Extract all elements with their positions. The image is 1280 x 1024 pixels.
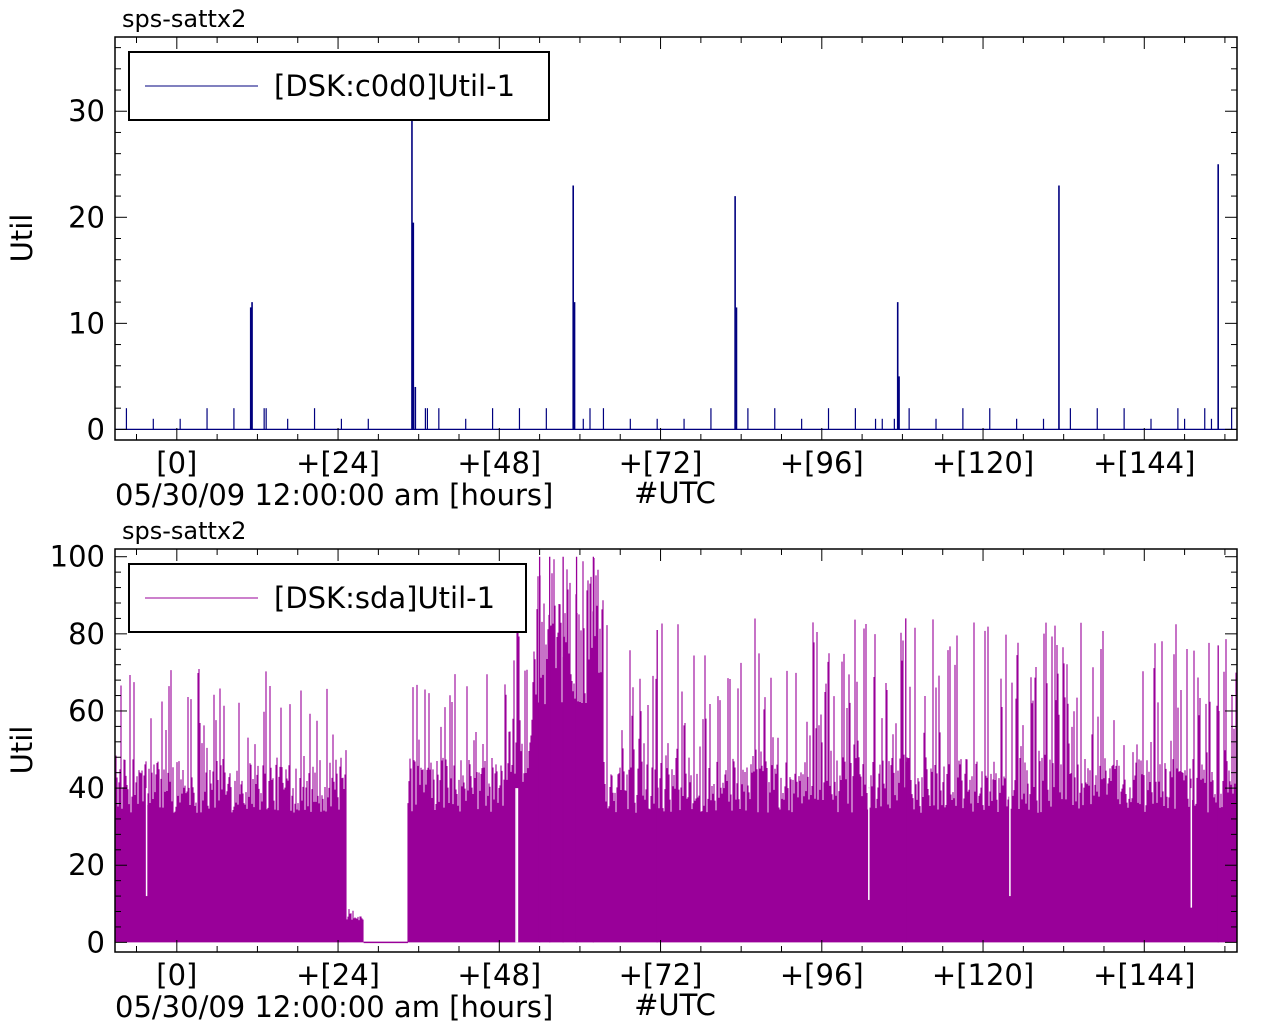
y-tick-label: 100 — [50, 540, 105, 574]
x-tick-label: [0] — [156, 446, 197, 480]
x-tick-label: +[24] — [296, 958, 380, 992]
chart-svg-top: sps-sattx2 [0] +[24] +[48] +[72] +[96] +[120] +… — [5, 5, 1238, 512]
plot-frame — [114, 548, 1238, 953]
x-tick-label: +[24] — [296, 446, 380, 480]
x-tick-label: +[144] — [1093, 958, 1195, 992]
x-axis-timezone-label: #UTC — [634, 988, 716, 1022]
series-c0d0 — [115, 111, 1237, 430]
x-tick-label: +[72] — [619, 446, 703, 480]
x-tick-label: +[120] — [932, 958, 1034, 992]
x-tick-label: +[120] — [932, 446, 1034, 480]
chart-svg-bottom: sps-sattx2 [0] +[24] +[48] +[72] +[96] +[120] +… — [5, 517, 1238, 1024]
chart-panel-bottom: sps-sattx2 [0] +[24] +[48] +[72] +[96] +[120] +… — [0, 512, 1280, 1024]
x-tick-label: +[96] — [780, 446, 864, 480]
legend-label: [DSK:sda]Util-1 — [274, 581, 495, 615]
x-axis-start-label: 05/30/09 12:00:00 am [hours] — [115, 990, 553, 1024]
host-label: sps-sattx2 — [122, 5, 246, 33]
chart-panel-top: sps-sattx2 [0] +[24] +[48] +[72] +[96] +[120] +… — [5, 5, 1238, 512]
x-axis-timezone-label: #UTC — [634, 476, 716, 510]
y-tick-label: 80 — [68, 617, 105, 651]
x-tick-label: [0] — [156, 958, 197, 992]
x-tick-label: +[48] — [457, 446, 541, 480]
y-tick-label: 30 — [68, 94, 105, 128]
y-tick-label: 0 — [87, 412, 105, 446]
legend-box — [128, 51, 550, 121]
x-tick-label: +[96] — [780, 958, 864, 992]
y-tick-label: 0 — [87, 925, 105, 959]
series-sda — [115, 556, 1237, 944]
x-tick-label: +[48] — [457, 958, 541, 992]
y-tick-label: 20 — [68, 848, 105, 882]
y-tick-label: 60 — [68, 694, 105, 728]
x-axis-start-label: 05/30/09 12:00:00 am [hours] — [115, 478, 553, 512]
y-axis-label: Util — [5, 214, 39, 263]
y-tick-label: 20 — [68, 200, 105, 234]
x-tick-label: +[72] — [619, 958, 703, 992]
host-label: sps-sattx2 — [122, 517, 246, 545]
y-axis-label: Util — [5, 726, 39, 775]
y-tick-label: 10 — [68, 306, 105, 340]
x-tick-label: +[144] — [1093, 446, 1195, 480]
legend-label: [DSK:c0d0]Util-1 — [274, 69, 515, 103]
y-tick-label: 40 — [68, 771, 105, 805]
